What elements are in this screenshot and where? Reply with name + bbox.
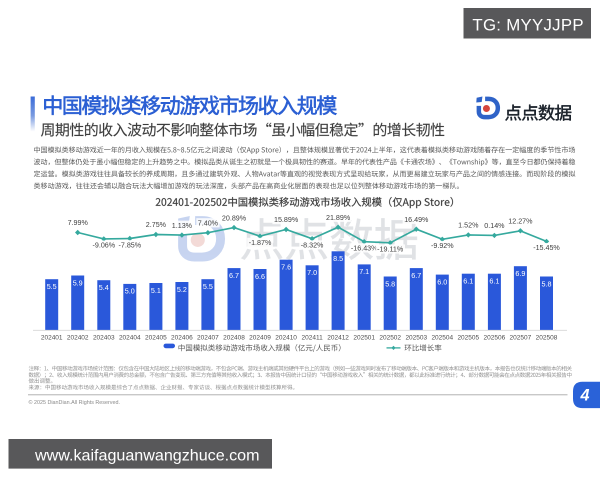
svg-text:202404: 202404 bbox=[119, 335, 141, 342]
svg-text:202410: 202410 bbox=[275, 335, 297, 342]
svg-text:0.14%: 0.14% bbox=[484, 222, 505, 230]
svg-text:6.1: 6.1 bbox=[489, 277, 499, 286]
svg-text:TG: MYYJJPP: TG: MYYJJPP bbox=[472, 15, 583, 34]
svg-text:202409: 202409 bbox=[249, 335, 271, 342]
svg-text:8.5: 8.5 bbox=[333, 254, 343, 263]
svg-text:7.0: 7.0 bbox=[307, 268, 317, 277]
svg-text:16.49%: 16.49% bbox=[404, 216, 429, 224]
svg-text:202508: 202508 bbox=[536, 335, 558, 342]
svg-text:6.6: 6.6 bbox=[255, 272, 265, 281]
svg-text:202412: 202412 bbox=[327, 335, 349, 342]
svg-text:6.7: 6.7 bbox=[411, 271, 421, 280]
svg-text:7.6: 7.6 bbox=[281, 263, 291, 272]
svg-text:12.27%: 12.27% bbox=[508, 218, 533, 226]
svg-text:-16.43%: -16.43% bbox=[351, 245, 378, 253]
svg-text:202407: 202407 bbox=[197, 335, 219, 342]
svg-text:202506: 202506 bbox=[484, 335, 506, 342]
svg-text:7.1: 7.1 bbox=[359, 267, 369, 276]
svg-text:1.52%: 1.52% bbox=[458, 222, 479, 230]
svg-text:2.75%: 2.75% bbox=[146, 221, 167, 229]
svg-text:21.89%: 21.89% bbox=[326, 214, 351, 222]
svg-text:202504: 202504 bbox=[431, 335, 453, 342]
svg-text:202505: 202505 bbox=[457, 335, 479, 342]
svg-text:5.4: 5.4 bbox=[99, 283, 109, 292]
svg-text:5.5: 5.5 bbox=[47, 282, 57, 291]
svg-text:202402: 202402 bbox=[67, 335, 89, 342]
svg-text:7.99%: 7.99% bbox=[68, 219, 89, 227]
svg-text:202502: 202502 bbox=[379, 335, 401, 342]
svg-text:-7.85%: -7.85% bbox=[118, 241, 141, 249]
svg-text:5.0: 5.0 bbox=[125, 287, 135, 296]
svg-text:-19.11%: -19.11% bbox=[377, 246, 404, 254]
svg-text:202401: 202401 bbox=[41, 335, 63, 342]
svg-text:7.40%: 7.40% bbox=[198, 219, 219, 227]
svg-text:© 2025 DianDian.All Rights Res: © 2025 DianDian.All Rights Reserved. bbox=[29, 399, 120, 406]
svg-text:4: 4 bbox=[579, 386, 589, 404]
svg-text:5.9: 5.9 bbox=[73, 278, 83, 287]
svg-text:6.7: 6.7 bbox=[229, 271, 239, 280]
svg-text:202405: 202405 bbox=[145, 335, 167, 342]
svg-text:5.1: 5.1 bbox=[151, 286, 161, 295]
svg-text:20.89%: 20.89% bbox=[222, 214, 247, 222]
svg-text:1.13%: 1.13% bbox=[172, 222, 193, 230]
svg-text:-8.32%: -8.32% bbox=[301, 242, 324, 250]
svg-text:15.89%: 15.89% bbox=[274, 216, 299, 224]
svg-text:6.1: 6.1 bbox=[463, 277, 473, 286]
svg-text:202503: 202503 bbox=[405, 335, 427, 342]
svg-text:6.0: 6.0 bbox=[437, 277, 447, 286]
svg-text:202411: 202411 bbox=[301, 335, 323, 342]
svg-text:www.kaifaguanwangzhuce.com: www.kaifaguanwangzhuce.com bbox=[34, 446, 260, 464]
svg-text:5.8: 5.8 bbox=[385, 279, 395, 288]
svg-text:202406: 202406 bbox=[171, 335, 193, 342]
svg-text:202408: 202408 bbox=[223, 335, 245, 342]
svg-text:202501: 202501 bbox=[353, 335, 375, 342]
svg-text:5.8: 5.8 bbox=[542, 279, 552, 288]
svg-text:-9.06%: -9.06% bbox=[92, 242, 115, 250]
svg-text:5.5: 5.5 bbox=[203, 282, 213, 291]
svg-text:6.9: 6.9 bbox=[515, 269, 525, 278]
svg-text:5.2: 5.2 bbox=[177, 285, 187, 294]
svg-text:-1.87%: -1.87% bbox=[249, 239, 272, 247]
svg-text:202507: 202507 bbox=[510, 335, 532, 342]
svg-text:-9.92%: -9.92% bbox=[431, 242, 454, 250]
svg-text:202403: 202403 bbox=[93, 335, 115, 342]
svg-text:-15.45%: -15.45% bbox=[533, 244, 560, 252]
